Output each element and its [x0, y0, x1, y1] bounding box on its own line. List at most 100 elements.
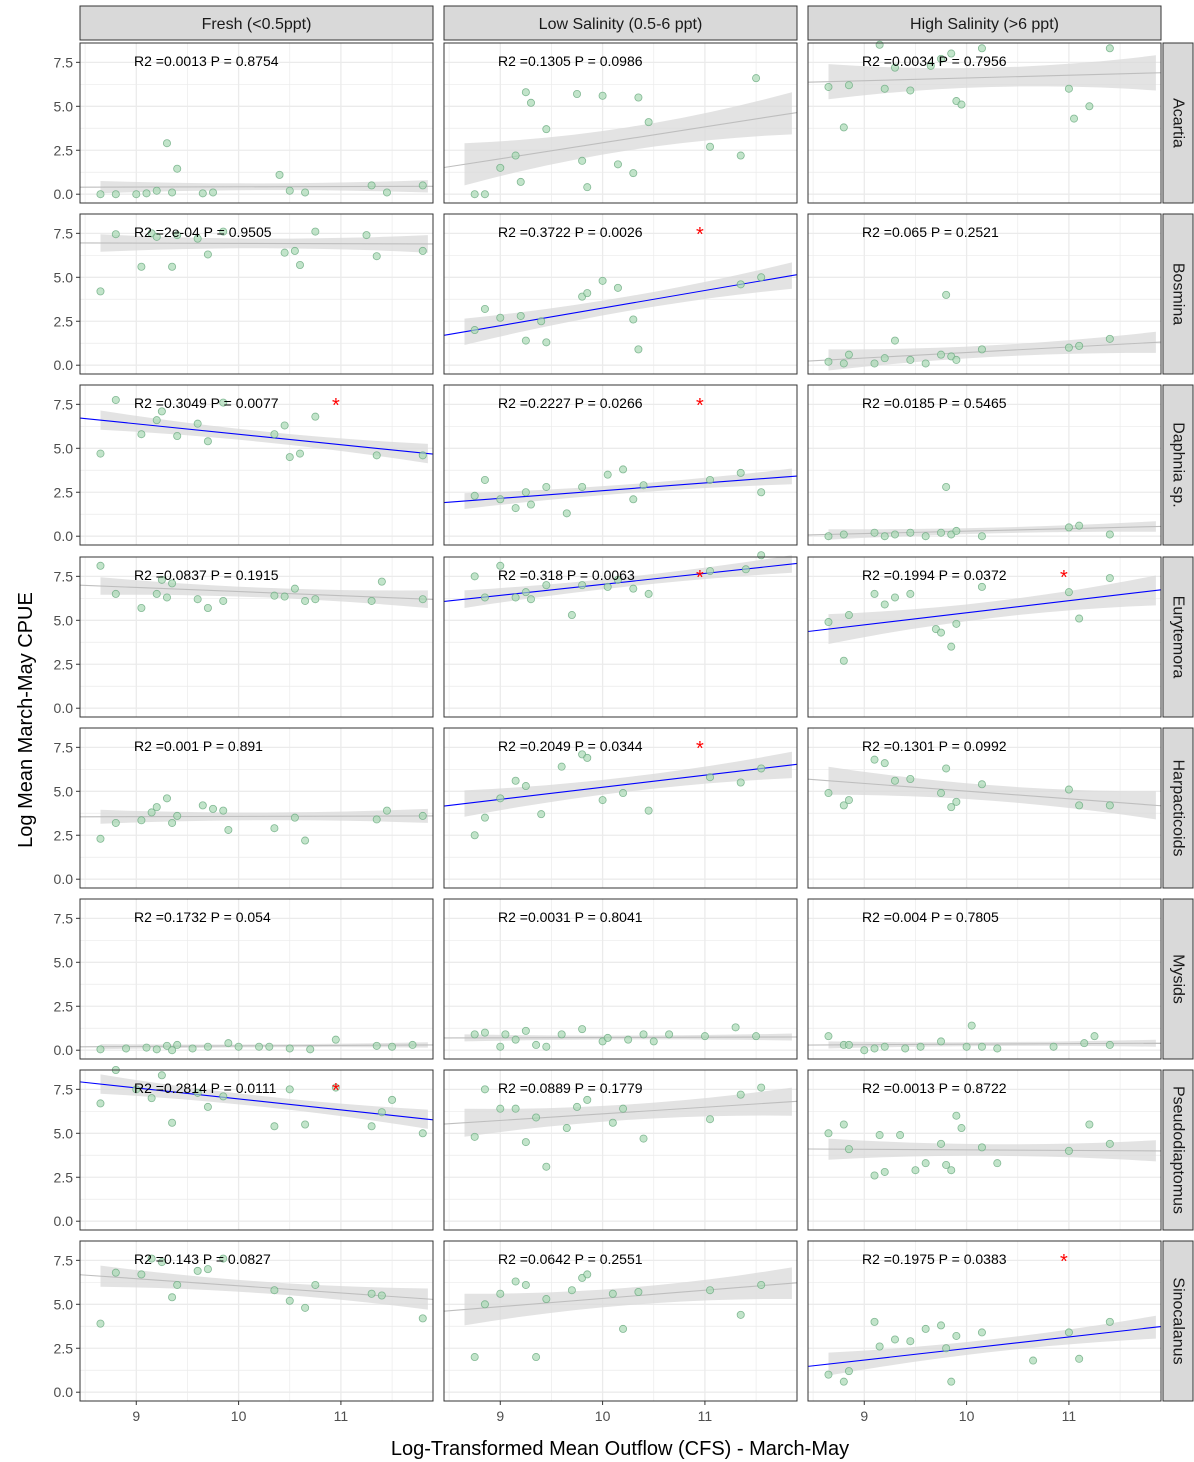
facet-panel: R2 =0.0013 P = 0.8722: [807, 1069, 1162, 1231]
data-point: [372, 815, 381, 824]
facet-panel: R2 =0.3722 P = 0.0026 *: [443, 213, 798, 375]
significance-star: *: [696, 738, 704, 760]
data-point: [977, 345, 986, 354]
data-point: [542, 125, 551, 134]
data-point: [301, 596, 310, 605]
data-point: [331, 1035, 340, 1044]
panel-border: [807, 898, 1162, 1060]
data-point: [270, 824, 279, 833]
row-strip-label: Harpacticoids: [1170, 760, 1187, 857]
data-point: [542, 1295, 551, 1304]
regression-line: [807, 1326, 1162, 1367]
data-point: [418, 451, 427, 460]
data-point: [270, 1122, 279, 1131]
data-point: [700, 1032, 709, 1041]
x-tick-label: 10: [959, 1408, 975, 1424]
data-point: [906, 86, 915, 95]
data-point: [496, 561, 505, 570]
y-tick-label: 2.5: [54, 827, 74, 843]
data-point: [1105, 44, 1114, 53]
data-point: [1075, 1354, 1084, 1363]
data-point: [844, 611, 853, 620]
data-point: [839, 359, 848, 368]
data-point: [916, 1042, 925, 1051]
x-tick-label: 10: [595, 1408, 611, 1424]
data-point: [219, 1254, 228, 1263]
data-point: [880, 84, 889, 93]
data-point: [890, 593, 899, 602]
y-tick-label: 2.5: [54, 1169, 74, 1185]
y-tick-label: 5.0: [54, 783, 74, 799]
y-tick-label: 0.0: [54, 871, 74, 887]
data-point: [111, 818, 120, 827]
regression-annotation: R2 =0.2814 P = 0.0111: [134, 1080, 277, 1096]
data-point: [516, 311, 525, 320]
data-point: [470, 1353, 479, 1362]
regression-annotation: R2 =0.2227 P = 0.0266: [498, 395, 643, 411]
data-point: [532, 1353, 541, 1362]
panel-background: [808, 557, 1161, 717]
data-point: [757, 273, 766, 282]
data-point: [501, 1030, 510, 1039]
data-point: [741, 565, 750, 574]
panel-background: [80, 385, 433, 545]
data-point: [152, 416, 161, 425]
data-point: [583, 183, 592, 192]
facet-panel: R2 =0.0837 P = 0.1915 0.0 2.5 5.0 7.5: [54, 556, 434, 718]
data-point: [921, 1324, 930, 1333]
data-point: [96, 834, 105, 843]
data-point: [496, 1042, 505, 1051]
data-point: [157, 1258, 166, 1267]
data-point: [937, 789, 946, 798]
regression-annotation: R2 =0.3049 P = 0.0077: [134, 395, 279, 411]
data-point: [285, 186, 294, 195]
data-point: [557, 762, 566, 771]
y-tick-label: 7.5: [54, 568, 74, 584]
data-point: [203, 603, 212, 612]
data-point: [824, 1032, 833, 1041]
data-point: [844, 796, 853, 805]
data-point: [496, 163, 505, 172]
data-point: [639, 481, 648, 490]
regression-annotation: R2 =0.143 P = 0.0827: [134, 1251, 271, 1267]
data-point: [613, 283, 622, 292]
y-tick-label: 7.5: [54, 396, 74, 412]
data-point: [219, 1092, 228, 1101]
data-point: [203, 437, 212, 446]
data-point: [875, 40, 884, 49]
panel-border: [79, 1069, 434, 1231]
data-point: [875, 1131, 884, 1140]
data-point: [1049, 1042, 1058, 1051]
data-point: [706, 773, 715, 782]
data-point: [844, 350, 853, 359]
data-point: [1105, 1040, 1114, 1049]
x-tick-label: 11: [334, 1408, 349, 1424]
data-point: [537, 810, 546, 819]
panel-border: [807, 213, 1162, 375]
data-point: [280, 248, 289, 257]
data-point: [311, 412, 320, 421]
data-point: [880, 532, 889, 541]
data-point: [193, 595, 202, 604]
data-point: [942, 764, 951, 773]
data-point: [880, 354, 889, 363]
facet-panel: R2 =0.0889 P = 0.1779: [443, 1069, 798, 1231]
data-point: [1064, 343, 1073, 352]
data-point: [1085, 102, 1094, 111]
data-point: [521, 88, 530, 97]
data-point: [521, 782, 530, 791]
data-point: [157, 407, 166, 416]
data-point: [418, 811, 427, 820]
y-tick-label: 5.0: [54, 440, 74, 456]
data-point: [736, 468, 745, 477]
regression-annotation: R2 =0.2049 P = 0.0344: [498, 738, 643, 754]
data-point: [665, 1030, 674, 1039]
regression-line: [807, 778, 1162, 807]
panel-border: [79, 556, 434, 718]
data-point: [706, 567, 715, 576]
data-point: [511, 593, 520, 602]
data-point: [96, 287, 105, 296]
panel-background: [80, 1241, 433, 1401]
data-point: [470, 1030, 479, 1039]
data-point: [372, 451, 381, 460]
